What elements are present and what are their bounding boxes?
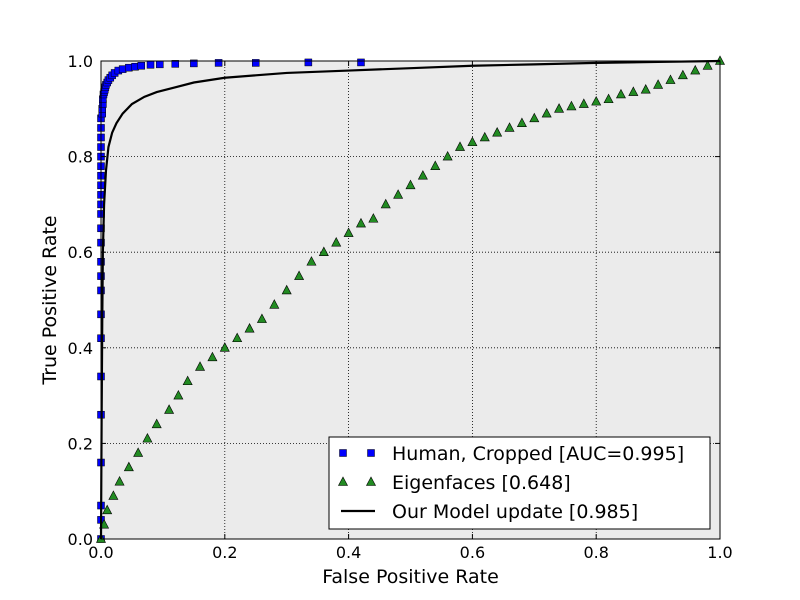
- data-point: [455, 141, 466, 151]
- legend-swatch: [366, 476, 376, 486]
- y-tick-label: 0.8: [68, 148, 93, 167]
- data-point: [182, 375, 193, 386]
- data-point: [368, 213, 379, 223]
- data-point: [355, 217, 366, 228]
- ticks: [100, 60, 721, 540]
- data-point: [516, 117, 527, 127]
- data-point: [442, 150, 453, 161]
- data-point: [343, 227, 354, 237]
- data-point: [244, 323, 255, 333]
- data-point: [393, 189, 404, 199]
- legend-entry: Eigenfaces [0.648]: [338, 472, 571, 494]
- data-point: [640, 84, 651, 94]
- data-point: [615, 88, 626, 99]
- x-tick-label: 0.4: [336, 543, 361, 562]
- data-point: [232, 332, 243, 343]
- data-point: [146, 61, 155, 69]
- x-axis-label: False Positive Rate: [322, 566, 499, 588]
- data-point: [114, 475, 125, 486]
- data-point: [171, 60, 180, 68]
- data-point: [690, 64, 701, 75]
- data-point: [137, 62, 145, 70]
- legend-items: Human, Cropped [AUC=0.995] Eigenfaces [0.…: [338, 443, 684, 523]
- data-point: [541, 107, 552, 118]
- legend-box: [328, 436, 711, 530]
- data-point: [529, 112, 540, 123]
- y-tick-label: 1.0: [68, 52, 93, 71]
- data-point: [504, 122, 515, 132]
- data-point: [357, 58, 365, 67]
- data-point: [554, 103, 565, 113]
- data-point: [281, 284, 292, 295]
- series-1: [96, 55, 725, 543]
- data-point: [214, 59, 223, 67]
- data-point: [304, 58, 313, 67]
- legend-label: Our Model update [0.985]: [392, 501, 638, 523]
- data-point: [269, 299, 280, 309]
- x-tick-label: 0.6: [460, 543, 485, 562]
- y-axis-label: True Positive Rate: [39, 215, 61, 385]
- data-point: [665, 74, 676, 84]
- data-point: [603, 93, 614, 104]
- legend-swatch: [339, 449, 347, 457]
- data-point: [190, 59, 198, 68]
- x-tick-label: 1.0: [707, 543, 732, 562]
- data-point: [405, 179, 416, 190]
- plot-frame: [100, 60, 721, 540]
- data-point: [677, 69, 688, 80]
- data-point: [294, 270, 305, 280]
- legend: Human, Cropped [AUC=0.995] Eigenfaces [0.…: [328, 436, 711, 530]
- data-point: [133, 447, 144, 457]
- legend-swatch: [367, 449, 375, 457]
- legend-label: Human, Cropped [AUC=0.995]: [392, 443, 684, 465]
- y-tick-labels: 0.0 0.2 0.4 0.6 0.8 1.0: [68, 52, 93, 549]
- x-tick-label: 0.2: [212, 543, 237, 562]
- data-point: [173, 389, 184, 400]
- x-tick-labels: 0.0 0.2 0.4 0.6 0.8 1.0: [88, 543, 732, 562]
- data-point: [380, 198, 391, 209]
- data-point: [591, 95, 602, 106]
- data-point: [306, 256, 317, 266]
- data-point: [108, 490, 119, 500]
- y-tick-label: 0.0: [68, 530, 93, 549]
- y-tick-label: 0.6: [68, 243, 93, 262]
- data-point: [102, 504, 113, 515]
- legend-swatch: [338, 476, 348, 486]
- data-point: [628, 86, 639, 96]
- data-point: [256, 313, 267, 323]
- x-tick-label: 0.8: [583, 543, 608, 562]
- legend-label: Eigenfaces [0.648]: [392, 472, 571, 494]
- data-point: [318, 246, 329, 256]
- data-point: [702, 60, 713, 70]
- data-point: [156, 60, 164, 69]
- data-point: [653, 79, 664, 89]
- data-point: [164, 404, 175, 414]
- x-tick-label: 0.0: [88, 543, 113, 562]
- data-point: [219, 342, 230, 352]
- data-point: [331, 236, 342, 247]
- y-tick-label: 0.2: [68, 434, 93, 453]
- data-point: [151, 418, 162, 429]
- legend-entry: Our Model update [0.985]: [341, 501, 638, 523]
- data-point: [492, 127, 503, 137]
- data-point: [417, 170, 428, 180]
- data-point: [142, 432, 153, 443]
- legend-entry: Human, Cropped [AUC=0.995]: [339, 443, 684, 465]
- data-point: [467, 136, 478, 147]
- data-point: [207, 351, 218, 362]
- data-point: [479, 131, 490, 142]
- data-point: [195, 361, 206, 371]
- data-point: [430, 160, 441, 170]
- y-tick-label: 0.4: [68, 339, 93, 358]
- data-point: [252, 59, 260, 67]
- data-point: [123, 461, 134, 472]
- data-point: [566, 100, 577, 111]
- data-point: [578, 98, 589, 108]
